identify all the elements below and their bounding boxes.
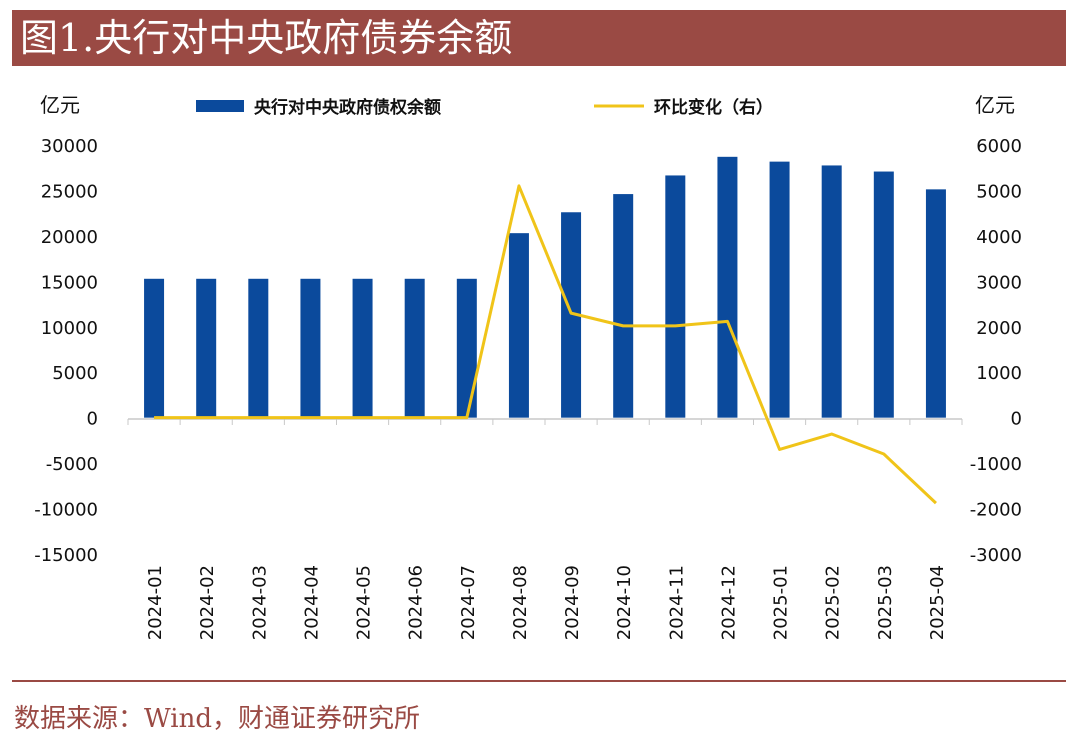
legend-line-label: 环比变化（右） [654,97,773,118]
right-unit-label: 亿元 [975,93,1015,117]
x-tick-label: 2024-12 [718,565,739,640]
bar [456,278,477,418]
left-tick-label: -10000 [34,500,98,521]
x-tick-label: 2025-03 [875,565,896,640]
footer-rule [12,680,1066,682]
bar [196,278,217,418]
bar [821,165,842,418]
right-tick-label: 4000 [976,227,1022,248]
left-tick-label: 15000 [41,272,98,293]
bar [248,278,269,418]
x-tick-label: 2024-01 [145,565,166,640]
x-tick-label: 2024-04 [301,565,322,640]
bar [300,278,321,418]
right-tick-label: 2000 [976,318,1022,339]
right-tick-label: -3000 [970,545,1022,566]
left-tick-label: -5000 [46,454,98,475]
right-tick-label: -1000 [970,454,1022,475]
x-tick-label: 2025-04 [927,565,948,640]
legend-bar-label: 央行对中央政府债权余额 [254,97,441,118]
change-line [154,184,937,505]
left-tick-label: 5000 [52,363,98,384]
right-tick-label: 1000 [976,363,1022,384]
left-tick-label: 25000 [41,181,98,202]
bar [769,161,790,418]
left-tick-label: 0 [87,409,98,430]
bar [508,233,529,418]
legend-bar-swatch [196,100,244,112]
x-tick-label: 2025-01 [771,565,792,640]
left-tick-label: -15000 [34,545,98,566]
x-tick-label: 2024-08 [510,565,531,640]
right-tick-label: 3000 [976,272,1022,293]
title-bar: 图1.央行对中央政府债券余额 [12,10,1066,66]
bar [561,212,582,418]
left-unit-label: 亿元 [40,93,80,117]
right-tick-label: 0 [1011,409,1022,430]
source-note: 数据来源：Wind，财通证券研究所 [14,704,420,734]
chart: 亿元 亿元 央行对中央政府债权余额 环比变化（右） 30000250002000… [34,93,1022,640]
x-tick-label: 2025-02 [823,565,844,640]
bar [613,194,634,418]
bar [665,175,686,418]
right-tick-label: -2000 [970,500,1022,521]
x-tick-label: 2024-02 [197,565,218,640]
x-tick-label: 2024-05 [354,565,375,640]
left-tick-label: 10000 [41,318,98,339]
left-tick-label: 20000 [41,227,98,248]
x-tick-label: 2024-10 [614,565,635,640]
x-tick-label: 2024-07 [458,565,479,640]
bar [717,156,738,418]
bar [873,171,894,418]
right-tick-label: 5000 [976,181,1022,202]
left-tick-label: 30000 [41,136,98,157]
x-tick-label: 2024-06 [406,565,427,640]
x-tick-label: 2024-03 [249,565,270,640]
right-tick-label: 6000 [976,136,1022,157]
chart-title: 图1.央行对中央政府债券余额 [20,16,513,60]
legend: 央行对中央政府债权余额 环比变化（右） [196,97,773,118]
x-tick-label: 2024-11 [666,565,687,640]
bar [144,278,165,418]
bar [404,278,425,418]
bar [925,189,946,418]
x-tick-label: 2024-09 [562,565,583,640]
bar [352,278,373,418]
